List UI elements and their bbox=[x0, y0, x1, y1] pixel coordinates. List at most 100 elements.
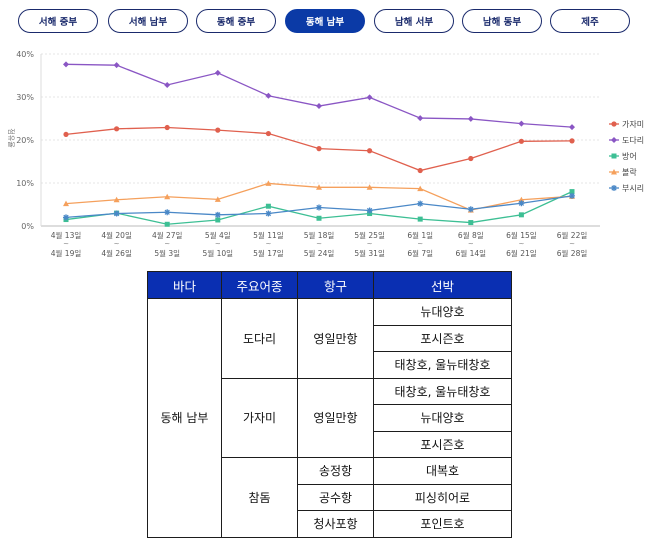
species-cell: 참돔 bbox=[221, 457, 298, 538]
x-tick-label: 5월 24일 bbox=[304, 248, 335, 258]
series-line bbox=[65, 63, 573, 128]
tab-east-sea-south[interactable]: 동해 남부 bbox=[285, 9, 365, 33]
data-point bbox=[366, 184, 373, 190]
data-point bbox=[265, 180, 272, 186]
y-tick-label: 20% bbox=[16, 136, 34, 145]
data-point bbox=[113, 62, 120, 69]
x-tick-label: 6월 8일 bbox=[458, 230, 484, 240]
data-point bbox=[569, 138, 575, 144]
data-point bbox=[265, 203, 271, 209]
boat-cell: 대복호 bbox=[373, 457, 512, 485]
table-row: 포시즌호 bbox=[148, 430, 512, 458]
col-header-boat: 선박 bbox=[373, 271, 512, 299]
table-row: 청사포항 포인트호 bbox=[148, 510, 512, 538]
x-tick-label: ~ bbox=[63, 240, 69, 248]
data-point bbox=[113, 210, 120, 217]
y-tick-label: 30% bbox=[16, 93, 34, 102]
y-tick-label: 10% bbox=[16, 179, 34, 188]
species-cell: 가자미 bbox=[221, 377, 298, 458]
x-tick-label: ~ bbox=[518, 240, 524, 248]
x-tick-label: ~ bbox=[164, 240, 170, 248]
table-row: 참돔 송정항 대복호 bbox=[148, 457, 512, 538]
data-point bbox=[164, 81, 171, 88]
boat-cell: 피싱히어로 bbox=[373, 483, 512, 511]
data-point bbox=[113, 196, 120, 203]
data-point bbox=[164, 209, 171, 216]
x-tick-label: 5월 10일 bbox=[203, 248, 234, 258]
tab-jeju[interactable]: 제주 bbox=[550, 9, 630, 33]
data-point bbox=[215, 217, 221, 223]
data-point bbox=[367, 211, 373, 217]
tab-south-sea-west[interactable]: 남해 서부 bbox=[374, 9, 454, 33]
data-point bbox=[417, 115, 424, 122]
data-point bbox=[366, 207, 373, 214]
x-tick-label: ~ bbox=[468, 240, 474, 248]
data-point bbox=[63, 61, 69, 68]
x-tick-label: 6월 21일 bbox=[506, 248, 537, 258]
port-cell: 영일만항 bbox=[297, 377, 374, 458]
data-point bbox=[569, 192, 575, 199]
data-point bbox=[417, 216, 423, 222]
boat-cell: 포시즌호 bbox=[373, 430, 512, 458]
data-point bbox=[63, 200, 69, 207]
x-tick-label: 5월 25일 bbox=[354, 230, 385, 240]
data-point bbox=[63, 131, 69, 138]
data-point bbox=[316, 103, 322, 110]
x-tick-label: 5월 4일 bbox=[205, 230, 231, 240]
legend-marker bbox=[611, 169, 617, 175]
data-point bbox=[316, 146, 322, 152]
boat-cell: 포인트호 bbox=[373, 510, 512, 538]
y-tick-label: 40% bbox=[16, 50, 34, 59]
data-point bbox=[215, 127, 221, 133]
data-point bbox=[164, 221, 170, 227]
table-row: 포시즌호 bbox=[148, 324, 512, 352]
tab-west-sea-central[interactable]: 서해 중부 bbox=[18, 9, 98, 33]
data-point bbox=[518, 138, 525, 144]
data-point bbox=[518, 200, 525, 207]
data-point bbox=[265, 92, 272, 99]
data-point bbox=[214, 69, 221, 76]
x-tick-label: 4월 27일 bbox=[152, 230, 183, 240]
legend-label: 방어 bbox=[622, 151, 637, 161]
x-tick-label: 6월 1일 bbox=[407, 230, 433, 240]
boat-cell: 포시즌호 bbox=[373, 324, 512, 352]
data-point bbox=[316, 204, 322, 211]
port-cell: 영일만항 bbox=[297, 298, 374, 379]
data-point bbox=[164, 193, 171, 200]
table-row: 뉴대양호 bbox=[148, 404, 512, 432]
data-point bbox=[367, 148, 373, 154]
data-point bbox=[265, 210, 272, 217]
table-row: 태창호, 울뉴태창호 bbox=[148, 351, 512, 379]
legend-label: 부시리 bbox=[622, 184, 644, 193]
tab-east-sea-central[interactable]: 동해 중부 bbox=[196, 9, 276, 33]
tab-south-sea-east[interactable]: 남해 동부 bbox=[462, 9, 542, 33]
port-cell: 송정항 bbox=[297, 457, 374, 485]
legend-label: 볼락 bbox=[622, 167, 637, 177]
data-point bbox=[518, 120, 525, 127]
boat-cell: 태창호, 울뉴태창호 bbox=[373, 377, 512, 405]
x-tick-label: 5월 11일 bbox=[253, 230, 284, 240]
region-tab-bar: 서해 중부 서해 남부 동해 중부 동해 남부 남해 서부 남해 동부 제주 bbox=[18, 9, 640, 33]
legend-label: 도다리 bbox=[622, 136, 644, 145]
data-point bbox=[366, 94, 373, 101]
x-tick-label: 5월 31일 bbox=[354, 248, 385, 258]
legend-marker bbox=[611, 153, 617, 159]
table-row: 가자미 영일만항 태창호, 울뉴태창호 bbox=[148, 377, 512, 458]
data-point bbox=[114, 126, 120, 132]
tab-west-sea-south[interactable]: 서해 남부 bbox=[108, 9, 188, 33]
x-tick-label: 5월 18일 bbox=[304, 230, 335, 240]
x-tick-label: 5월 3일 bbox=[154, 248, 180, 258]
data-point bbox=[569, 189, 575, 195]
boat-cell: 뉴대양호 bbox=[373, 298, 512, 326]
data-point bbox=[63, 214, 69, 221]
legend-marker bbox=[611, 185, 617, 191]
table-header-row: 바다 주요어종 항구 선박 bbox=[147, 271, 512, 299]
x-tick-label: 6월 15일 bbox=[506, 230, 537, 240]
x-tick-label: ~ bbox=[569, 240, 575, 248]
legend-marker bbox=[611, 121, 617, 127]
x-tick-label: 6월 7일 bbox=[407, 248, 433, 258]
x-tick-label: 6월 22일 bbox=[557, 230, 588, 240]
species-cell: 도다리 bbox=[221, 298, 298, 379]
x-tick-label: 5월 17일 bbox=[253, 248, 284, 258]
